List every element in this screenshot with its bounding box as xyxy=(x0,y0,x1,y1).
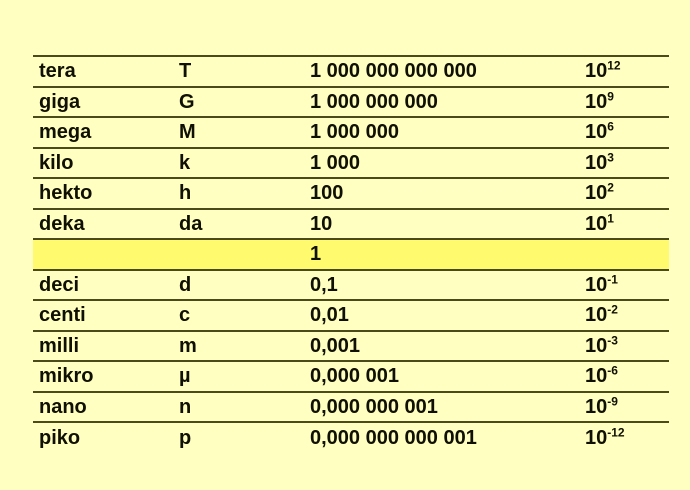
table-row: nano n 0,000 000 001 10-9 xyxy=(33,390,669,422)
cell-power-of-ten: 10-1 xyxy=(582,268,669,300)
cell-prefix-symbol: h xyxy=(179,177,307,209)
table-row: mega M 1 000 000 106 xyxy=(33,116,669,148)
cell-prefix-name: giga xyxy=(33,85,179,117)
table-row: milli m 0,001 10-3 xyxy=(33,329,669,361)
cell-decimal-value: 1 000 000 000 000 xyxy=(307,55,582,87)
power-base: 10 xyxy=(585,212,608,235)
cell-power-of-ten xyxy=(582,238,669,270)
cell-power-of-ten: 10-2 xyxy=(582,299,669,331)
power-exponent: 2 xyxy=(607,180,614,195)
cell-power-of-ten: 109 xyxy=(582,85,669,117)
cell-prefix-name: milli xyxy=(33,329,179,361)
table-row: piko p 0,000 000 000 001 10-12 xyxy=(33,421,669,453)
power-base: 10 xyxy=(585,426,608,449)
cell-decimal-value: 1 000 xyxy=(307,146,582,178)
cell-prefix-name: hekto xyxy=(33,177,179,209)
cell-prefix-name: mega xyxy=(33,116,179,148)
power-exponent: 9 xyxy=(607,89,614,104)
cell-prefix-name: centi xyxy=(33,299,179,331)
cell-decimal-value: 0,000 000 000 001 xyxy=(307,421,582,453)
cell-prefix-symbol: µ xyxy=(179,360,307,392)
table-row: mikro µ 0,000 001 10-6 xyxy=(33,360,669,392)
power-base: 10 xyxy=(585,395,608,418)
cell-prefix-name: mikro xyxy=(33,360,179,392)
table-row: deci d 0,1 10-1 xyxy=(33,268,669,300)
cell-decimal-value: 0,1 xyxy=(307,268,582,300)
power-base: 10 xyxy=(585,273,608,296)
cell-power-of-ten: 10-9 xyxy=(582,390,669,422)
table-row: 1 xyxy=(33,238,669,270)
cell-prefix-symbol: m xyxy=(179,329,307,361)
cell-power-of-ten: 102 xyxy=(582,177,669,209)
table-row: giga G 1 000 000 000 109 xyxy=(33,85,669,117)
cell-power-of-ten: 10-6 xyxy=(582,360,669,392)
power-exponent: -12 xyxy=(607,425,625,440)
cell-prefix-symbol xyxy=(179,238,307,270)
power-exponent: 6 xyxy=(607,119,614,134)
cell-prefix-name: piko xyxy=(33,421,179,453)
cell-power-of-ten: 10-3 xyxy=(582,329,669,361)
cell-power-of-ten: 1012 xyxy=(582,55,669,87)
table-row: centi c 0,01 10-2 xyxy=(33,299,669,331)
cell-decimal-value: 100 xyxy=(307,177,582,209)
cell-power-of-ten: 101 xyxy=(582,207,669,239)
cell-prefix-name: deci xyxy=(33,268,179,300)
cell-prefix-symbol: c xyxy=(179,299,307,331)
cell-prefix-name: deka xyxy=(33,207,179,239)
power-base: 10 xyxy=(585,121,608,144)
cell-decimal-value: 0,01 xyxy=(307,299,582,331)
power-base: 10 xyxy=(585,334,608,357)
power-exponent: 12 xyxy=(607,58,621,73)
cell-decimal-value: 0,000 001 xyxy=(307,360,582,392)
cell-prefix-symbol: G xyxy=(179,85,307,117)
power-exponent: -6 xyxy=(607,363,618,378)
cell-decimal-value: 1 000 000 xyxy=(307,116,582,148)
cell-decimal-value: 1 000 000 000 xyxy=(307,85,582,117)
power-base: 10 xyxy=(585,90,608,113)
power-base: 10 xyxy=(585,151,608,174)
table-row: tera T 1 000 000 000 000 1012 xyxy=(33,55,669,87)
cell-decimal-value: 10 xyxy=(307,207,582,239)
cell-power-of-ten: 103 xyxy=(582,146,669,178)
cell-power-of-ten: 106 xyxy=(582,116,669,148)
cell-prefix-symbol: d xyxy=(179,268,307,300)
cell-prefix-symbol: n xyxy=(179,390,307,422)
table-row: kilo k 1 000 103 xyxy=(33,146,669,178)
cell-prefix-symbol: k xyxy=(179,146,307,178)
power-base: 10 xyxy=(585,365,608,388)
si-prefix-table: tera T 1 000 000 000 000 1012 giga G 1 000 000… xyxy=(33,55,669,453)
cell-decimal-value: 0,001 xyxy=(307,329,582,361)
table-row: deka da 10 101 xyxy=(33,207,669,239)
cell-power-of-ten: 10-12 xyxy=(582,421,669,453)
cell-prefix-name: nano xyxy=(33,390,179,422)
power-exponent: -3 xyxy=(607,333,618,348)
power-exponent: -1 xyxy=(607,272,618,287)
power-base: 10 xyxy=(585,304,608,327)
power-exponent: -9 xyxy=(607,394,618,409)
cell-prefix-symbol: da xyxy=(179,207,307,239)
cell-decimal-value: 1 xyxy=(307,238,582,270)
table-body: tera T 1 000 000 000 000 1012 giga G 1 000 000… xyxy=(33,55,669,453)
cell-prefix-name: kilo xyxy=(33,146,179,178)
cell-prefix-name: tera xyxy=(33,55,179,87)
cell-prefix-symbol: T xyxy=(179,55,307,87)
cell-prefix-symbol: p xyxy=(179,421,307,453)
power-exponent: 1 xyxy=(607,211,614,226)
cell-prefix-name xyxy=(33,238,179,270)
power-base: 10 xyxy=(585,182,608,205)
power-exponent: -2 xyxy=(607,302,618,317)
power-exponent: 3 xyxy=(607,150,614,165)
power-base: 10 xyxy=(585,60,608,83)
table-row: hekto h 100 102 xyxy=(33,177,669,209)
cell-prefix-symbol: M xyxy=(179,116,307,148)
cell-decimal-value: 0,000 000 001 xyxy=(307,390,582,422)
